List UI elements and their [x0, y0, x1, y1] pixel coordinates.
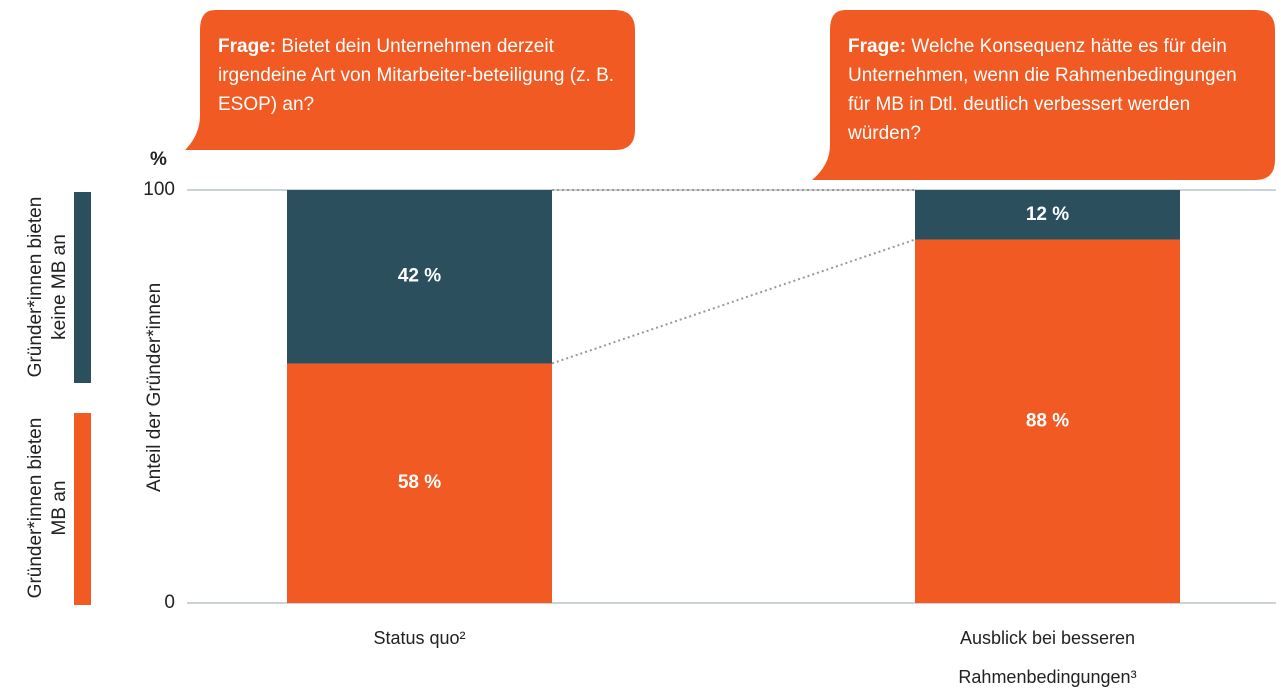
bar-segment: [287, 363, 552, 603]
legend-swatch: [74, 413, 91, 605]
y-axis-label: Anteil der Gründer*innen: [144, 282, 165, 492]
connector: [551, 238, 916, 365]
bubble-question: Welche Konsequenz hätte es für dein Unte…: [848, 36, 1237, 144]
legend-label: Gründer*innen bieten MB an: [25, 417, 70, 599]
bar-segment: [915, 239, 1180, 603]
bar-segment: [915, 190, 1180, 240]
legend-label: Gründer*innen bieten keine MB an: [25, 196, 70, 378]
bar-segment: [287, 190, 552, 364]
x-tick-label: Status quo²: [373, 628, 466, 648]
bubble-text: Frage: Welche Konsequenz hätte es für de…: [848, 32, 1258, 148]
value-label: 42 %: [398, 266, 441, 287]
speech-bubble: [185, 10, 635, 150]
legend-swatch: [74, 192, 91, 383]
y-tick-label: 0: [164, 592, 175, 613]
speech-bubble: [812, 10, 1275, 180]
bubble-label: Frage:: [848, 36, 907, 57]
y-unit: %: [150, 149, 167, 170]
value-label: 88 %: [1026, 410, 1069, 431]
bubble-question: Bietet dein Unternehmen derzeit irgendei…: [218, 36, 615, 115]
value-label: 12 %: [1026, 204, 1069, 225]
value-label: 58 %: [398, 472, 441, 493]
y-tick-label: 100: [143, 179, 175, 200]
bubble-label: Frage:: [218, 36, 277, 57]
bubble-text: Frage: Bietet dein Unternehmen derzeit i…: [218, 32, 618, 119]
x-tick-label: Ausblick bei besseren Rahmenbedingungen³: [958, 628, 1137, 687]
